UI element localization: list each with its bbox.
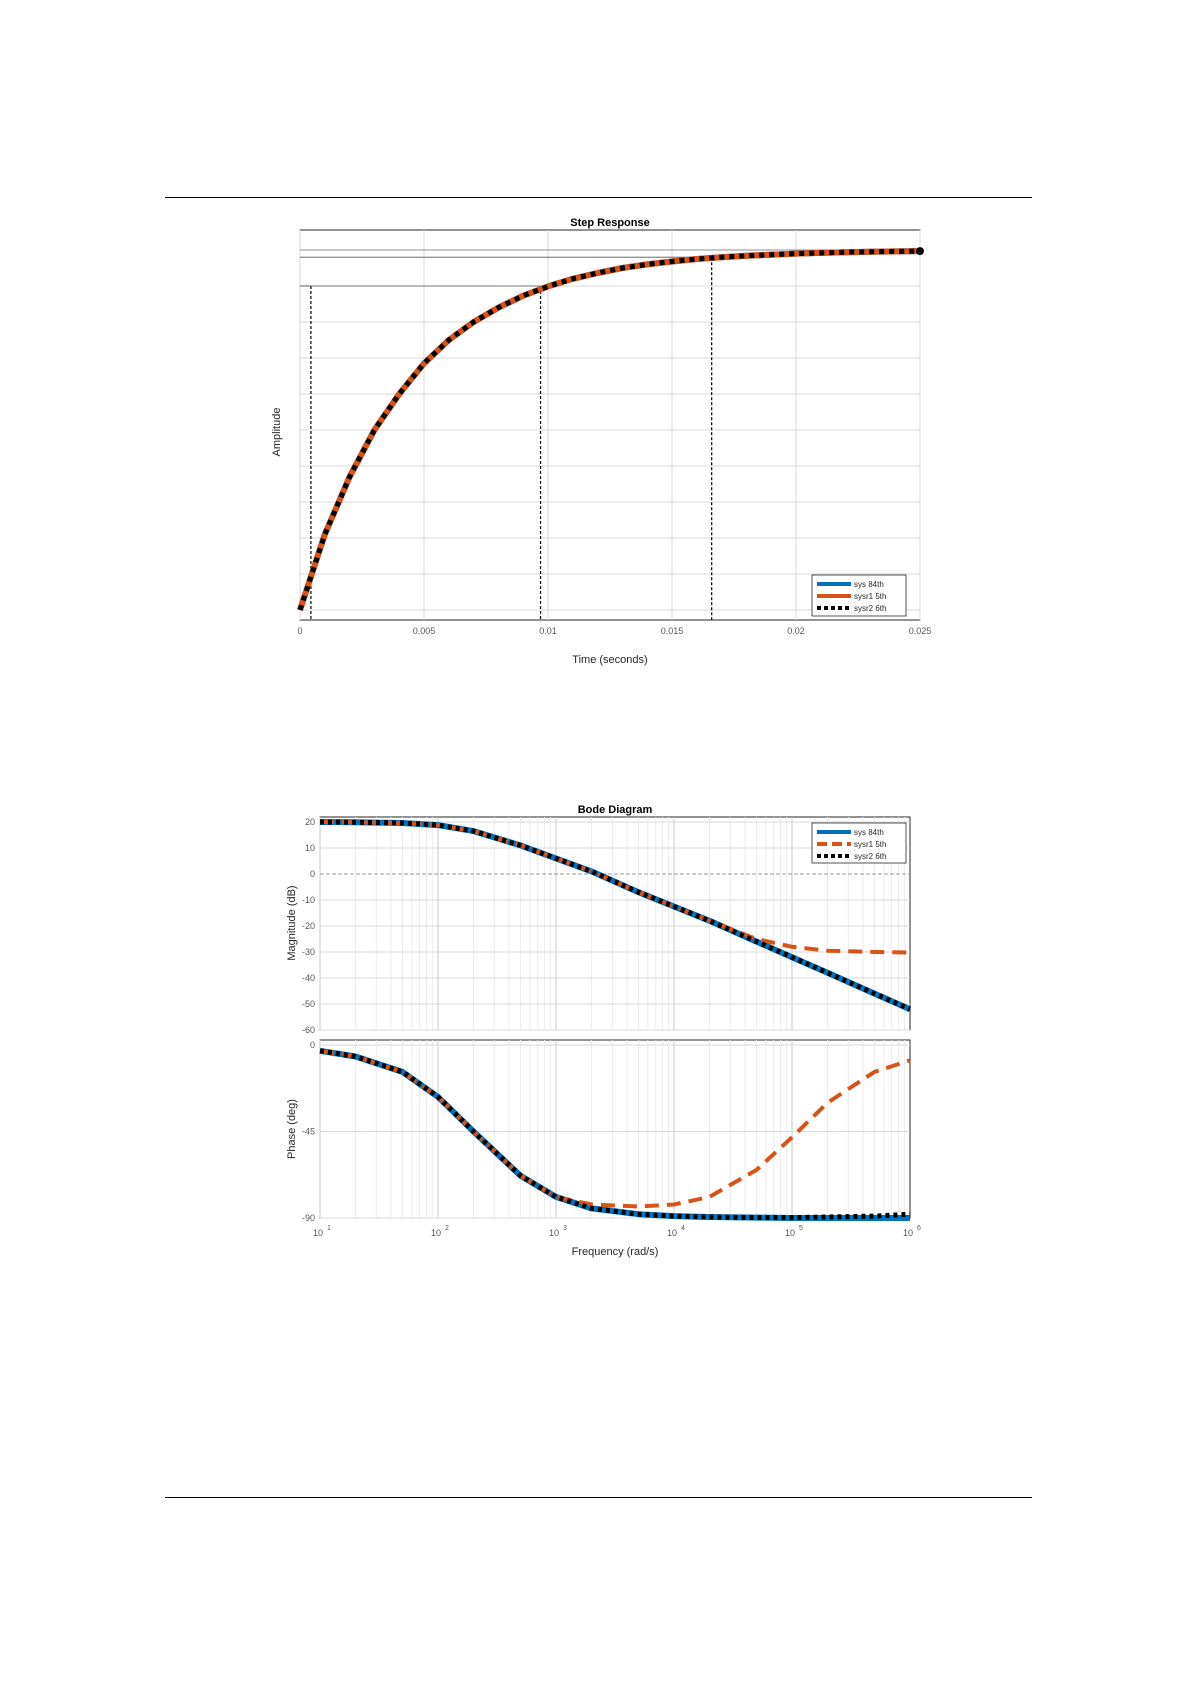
bode-x-tick-label: 10 xyxy=(313,1228,323,1238)
step-x-tick-label: 0.01 xyxy=(539,626,557,636)
bode-mag-y-tick-label: -50 xyxy=(302,999,315,1009)
bode-mag-y-tick-label: -20 xyxy=(302,921,315,931)
bode-series xyxy=(319,819,912,1221)
page-rule-top xyxy=(165,197,1032,198)
bode-legend: sys 84th sysr1 5th sysr2 6th xyxy=(811,822,907,864)
bode-mag-y-tick-label: -10 xyxy=(302,895,315,905)
bode-phase-series-line-3 xyxy=(319,1048,911,1221)
step-series xyxy=(297,247,924,611)
bode-x-tick-exponent: 2 xyxy=(445,1225,449,1232)
bode-x-tick-exponent: 1 xyxy=(327,1225,331,1232)
bode-x-tick-exponent: 6 xyxy=(917,1225,921,1232)
bode-mag-y-tick-label: -30 xyxy=(302,947,315,957)
step-end-marker xyxy=(916,247,924,256)
bode-mag-y-tick-label: 10 xyxy=(305,843,315,853)
step-series-line-2 xyxy=(297,248,921,611)
step-x-tick-label: 0.02 xyxy=(787,626,805,636)
bode-x-tick-exponent: 3 xyxy=(563,1225,567,1232)
bode-x-tick-label: 10 xyxy=(903,1228,913,1238)
step-legend-label-sysr1: sysr1 5th xyxy=(854,592,886,601)
step-plot-area xyxy=(299,229,921,621)
step-x-tick-label: 0.015 xyxy=(661,626,684,636)
step-response-chart: 0 0.005 0.01 0.015 0.02 0.025 Step Response T… xyxy=(271,217,931,666)
step-characteristic-lines xyxy=(300,249,920,620)
step-x-label: Time (seconds) xyxy=(572,654,647,666)
bode-x-tick-label: 10 xyxy=(549,1228,559,1238)
bode-mag-y-tick-label: 0 xyxy=(310,869,315,879)
bode-x-tick-exponent: 5 xyxy=(799,1225,803,1232)
step-title: Step Response xyxy=(570,217,649,229)
bode-x-label: Frequency (rad/s) xyxy=(572,1246,659,1258)
step-y-label: Amplitude xyxy=(271,408,283,457)
bode-mag-y-tick-label: 20 xyxy=(305,817,315,827)
bode-magnitude-y-label: Magnitude (dB) xyxy=(286,885,298,960)
bode-phase-plot-area xyxy=(319,1039,911,1219)
step-legend-label-sysr2: sysr2 6th xyxy=(854,604,886,613)
bode-title: Bode Diagram xyxy=(578,804,653,816)
page-rule-bottom xyxy=(165,1497,1032,1498)
step-x-tick-label: 0.025 xyxy=(909,626,932,636)
step-x-tick-label: 0 xyxy=(297,626,302,636)
bode-mag-series-line-3 xyxy=(319,819,912,1012)
step-x-ticks: 0 0.005 0.01 0.015 0.02 0.025 xyxy=(297,626,931,636)
bode-mag-series-line-2 xyxy=(319,820,911,955)
bode-mag-y-tick-label: -40 xyxy=(302,973,315,983)
bode-legend-label-sysr2: sysr2 6th xyxy=(854,852,886,861)
bode-legend-label-sys: sys 84th xyxy=(854,828,884,837)
bode-phase-y-tick-label: -90 xyxy=(302,1213,315,1223)
step-legend: sys 84th sysr1 5th sysr2 6th xyxy=(811,574,907,617)
bode-x-tick-label: 10 xyxy=(667,1228,677,1238)
bode-x-tick-label: 10 xyxy=(785,1228,795,1238)
bode-x-tick-label: 10 xyxy=(431,1228,441,1238)
step-x-tick-label: 0.005 xyxy=(413,626,436,636)
bode-x-tick-exponent: 4 xyxy=(681,1225,685,1232)
bode-phase-y-label: Phase (deg) xyxy=(286,1099,298,1159)
bode-phase-y-tick-label: -45 xyxy=(302,1127,315,1137)
bode-legend-label-sysr1: sysr1 5th xyxy=(854,840,886,849)
step-legend-label-sys: sys 84th xyxy=(854,580,884,589)
bode-phase-y-tick-label: 0 xyxy=(310,1040,315,1050)
bode-mag-y-tick-label: -60 xyxy=(302,1025,315,1035)
